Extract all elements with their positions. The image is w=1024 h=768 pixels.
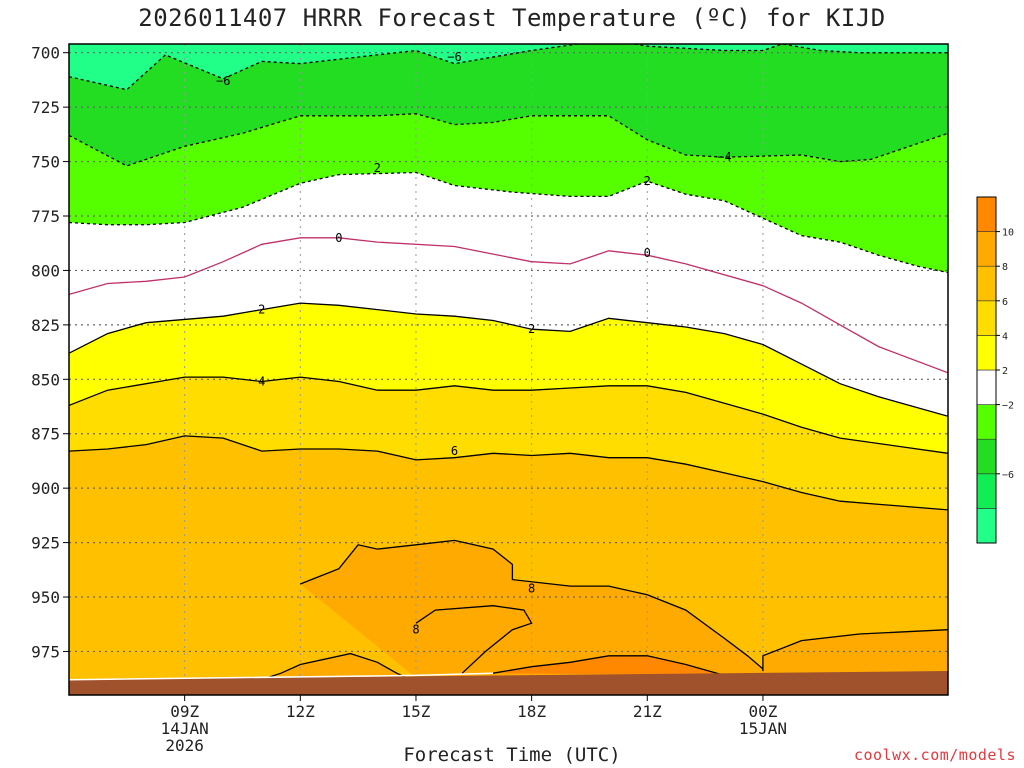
contour-label: −6 <box>447 50 461 64</box>
y-tick-label: 825 <box>31 316 60 335</box>
colorbar-segment <box>977 405 996 440</box>
y-tick-label: 800 <box>31 261 60 280</box>
contour-label: 2 <box>528 322 535 336</box>
y-tick-label: 775 <box>31 207 60 226</box>
contour-label: 2 <box>258 303 265 317</box>
contour-label: 0 <box>335 231 342 245</box>
y-tick-label: 875 <box>31 425 60 444</box>
colorbar-segment <box>977 301 996 336</box>
contour-label: 2 <box>644 174 651 188</box>
credit-text[interactable]: coolwx.com/models <box>854 746 1016 764</box>
contour-label: −6 <box>216 74 230 88</box>
x-tick-label: 21Z <box>633 702 662 721</box>
colorbar-segment <box>977 439 996 474</box>
y-tick-label: 700 <box>31 44 60 63</box>
y-tick-label: 975 <box>31 642 60 661</box>
x-tick-label: 18Z <box>517 702 546 721</box>
colorbar-segment <box>977 335 996 370</box>
colorbar-label: 6 <box>1002 297 1008 308</box>
x-tick-date: 15JAN <box>739 719 787 738</box>
y-tick-label: 925 <box>31 534 60 553</box>
contour-label: 6 <box>451 444 458 458</box>
x-tick-label: 12Z <box>286 702 315 721</box>
contour-label: 4 <box>258 374 265 388</box>
colorbar-label: 8 <box>1002 262 1008 273</box>
colorbar-segment <box>977 370 996 405</box>
y-axis: 700 725 750 775 800 825 850 875 900 925 950 975 <box>31 44 69 662</box>
contour-label: 0 <box>644 246 651 260</box>
colorbar: 10 8 6 4 2 −2 −6 <box>977 197 1014 543</box>
contour-label: −4 <box>717 150 731 164</box>
colorbar-label: 4 <box>1002 331 1008 342</box>
y-tick-label: 900 <box>31 479 60 498</box>
contour-label: 2 <box>374 161 381 175</box>
colorbar-segment <box>977 474 996 509</box>
chart-canvas: −6−6−42200224688 70072575077580082585087… <box>0 0 1024 768</box>
x-tick-label: 15Z <box>402 702 431 721</box>
colorbar-label: 10 <box>1002 228 1014 239</box>
contour-label: 8 <box>528 581 535 595</box>
y-tick-label: 850 <box>31 370 60 389</box>
colorbar-segment <box>977 197 996 232</box>
contour-label: 8 <box>412 623 419 637</box>
colorbar-label: 2 <box>1002 366 1008 377</box>
y-tick-label: 950 <box>31 588 60 607</box>
y-tick-label: 750 <box>31 153 60 172</box>
colorbar-segment <box>977 232 996 267</box>
colorbar-segment <box>977 508 996 543</box>
y-tick-label: 725 <box>31 98 60 117</box>
colorbar-label: −6 <box>1002 470 1014 481</box>
colorbar-segment <box>977 266 996 301</box>
colorbar-label: −2 <box>1002 401 1014 412</box>
